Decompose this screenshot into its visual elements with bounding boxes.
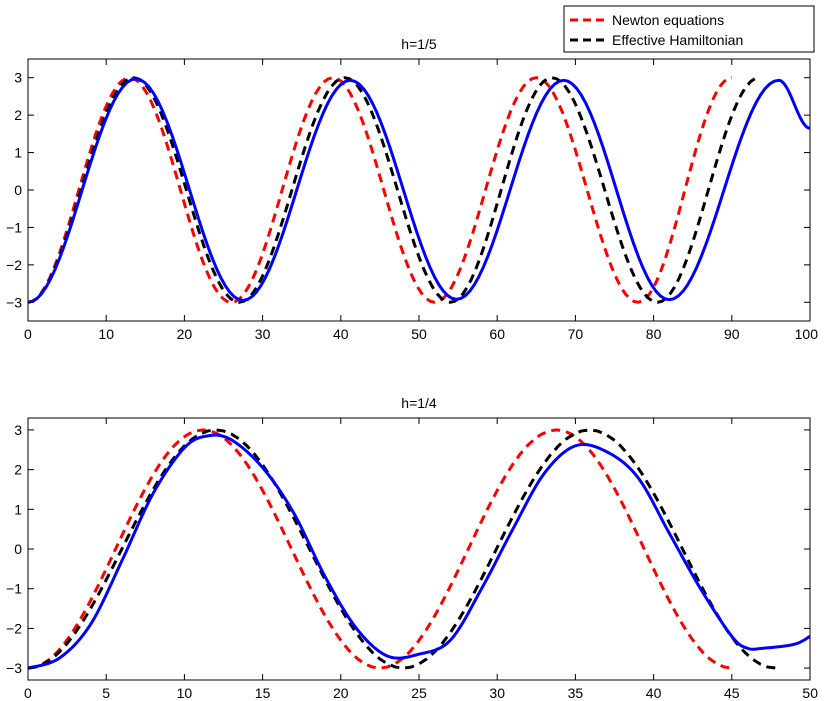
y-tick-label: 2 <box>14 462 22 478</box>
x-tick-label: 40 <box>646 685 662 701</box>
legend-entry-effective: Effective Hamiltonian <box>612 32 743 48</box>
x-tick-label: 30 <box>255 326 271 342</box>
series-line-newton-equations <box>28 428 733 670</box>
legend-entry-newton: Newton equations <box>612 12 724 28</box>
y-tick-label: 0 <box>14 182 22 198</box>
x-tick-label: 35 <box>568 685 584 701</box>
y-tick-label: −3 <box>6 294 22 310</box>
series-line-solid <box>28 433 810 670</box>
x-tick-label: 50 <box>411 326 427 342</box>
legend: Newton equations Effective Hamiltonian <box>563 5 815 53</box>
x-tick-label: 45 <box>724 685 740 701</box>
plot-area <box>28 76 810 304</box>
x-tick-label: 100 <box>795 326 819 342</box>
plot-area <box>28 428 810 670</box>
x-tick-label: 10 <box>98 326 114 342</box>
series-line-solid <box>28 77 810 304</box>
x-tick-label: 90 <box>724 326 740 342</box>
subplot-title: h=1/4 <box>401 395 437 411</box>
series-line-newton-equations <box>28 76 733 304</box>
y-tick-label: 0 <box>14 541 22 557</box>
y-tick-label: 1 <box>14 145 22 161</box>
axes-box <box>27 58 811 322</box>
x-tick-label: 20 <box>333 685 349 701</box>
x-tick-label: 15 <box>255 685 271 701</box>
x-tick-label: 80 <box>646 326 662 342</box>
x-tick-label: 70 <box>568 326 584 342</box>
x-tick-label: 25 <box>411 685 427 701</box>
y-tick-label: 3 <box>14 422 22 438</box>
y-tick-label: −2 <box>6 257 22 273</box>
y-tick-label: −1 <box>6 219 22 235</box>
series-line-effective-hamiltonian <box>28 428 776 670</box>
y-tick-label: 1 <box>14 501 22 517</box>
x-tick-label: 60 <box>489 326 505 342</box>
series-line-effective-hamiltonian <box>28 76 760 304</box>
x-tick-label: 50 <box>802 685 818 701</box>
subplot-title: h=1/5 <box>401 36 437 52</box>
x-tick-label: 5 <box>102 685 110 701</box>
y-tick-label: −3 <box>6 660 22 676</box>
y-tick-label: −1 <box>6 581 22 597</box>
x-tick-label: 0 <box>24 685 32 701</box>
x-tick-label: 0 <box>24 326 32 342</box>
x-tick-label: 10 <box>177 685 193 701</box>
legend-box <box>563 5 815 53</box>
x-tick-label: 20 <box>177 326 193 342</box>
y-tick-label: 3 <box>14 70 22 86</box>
y-tick-label: −2 <box>6 620 22 636</box>
x-tick-label: 30 <box>489 685 505 701</box>
y-tick-label: 2 <box>14 107 22 123</box>
x-tick-label: 40 <box>333 326 349 342</box>
